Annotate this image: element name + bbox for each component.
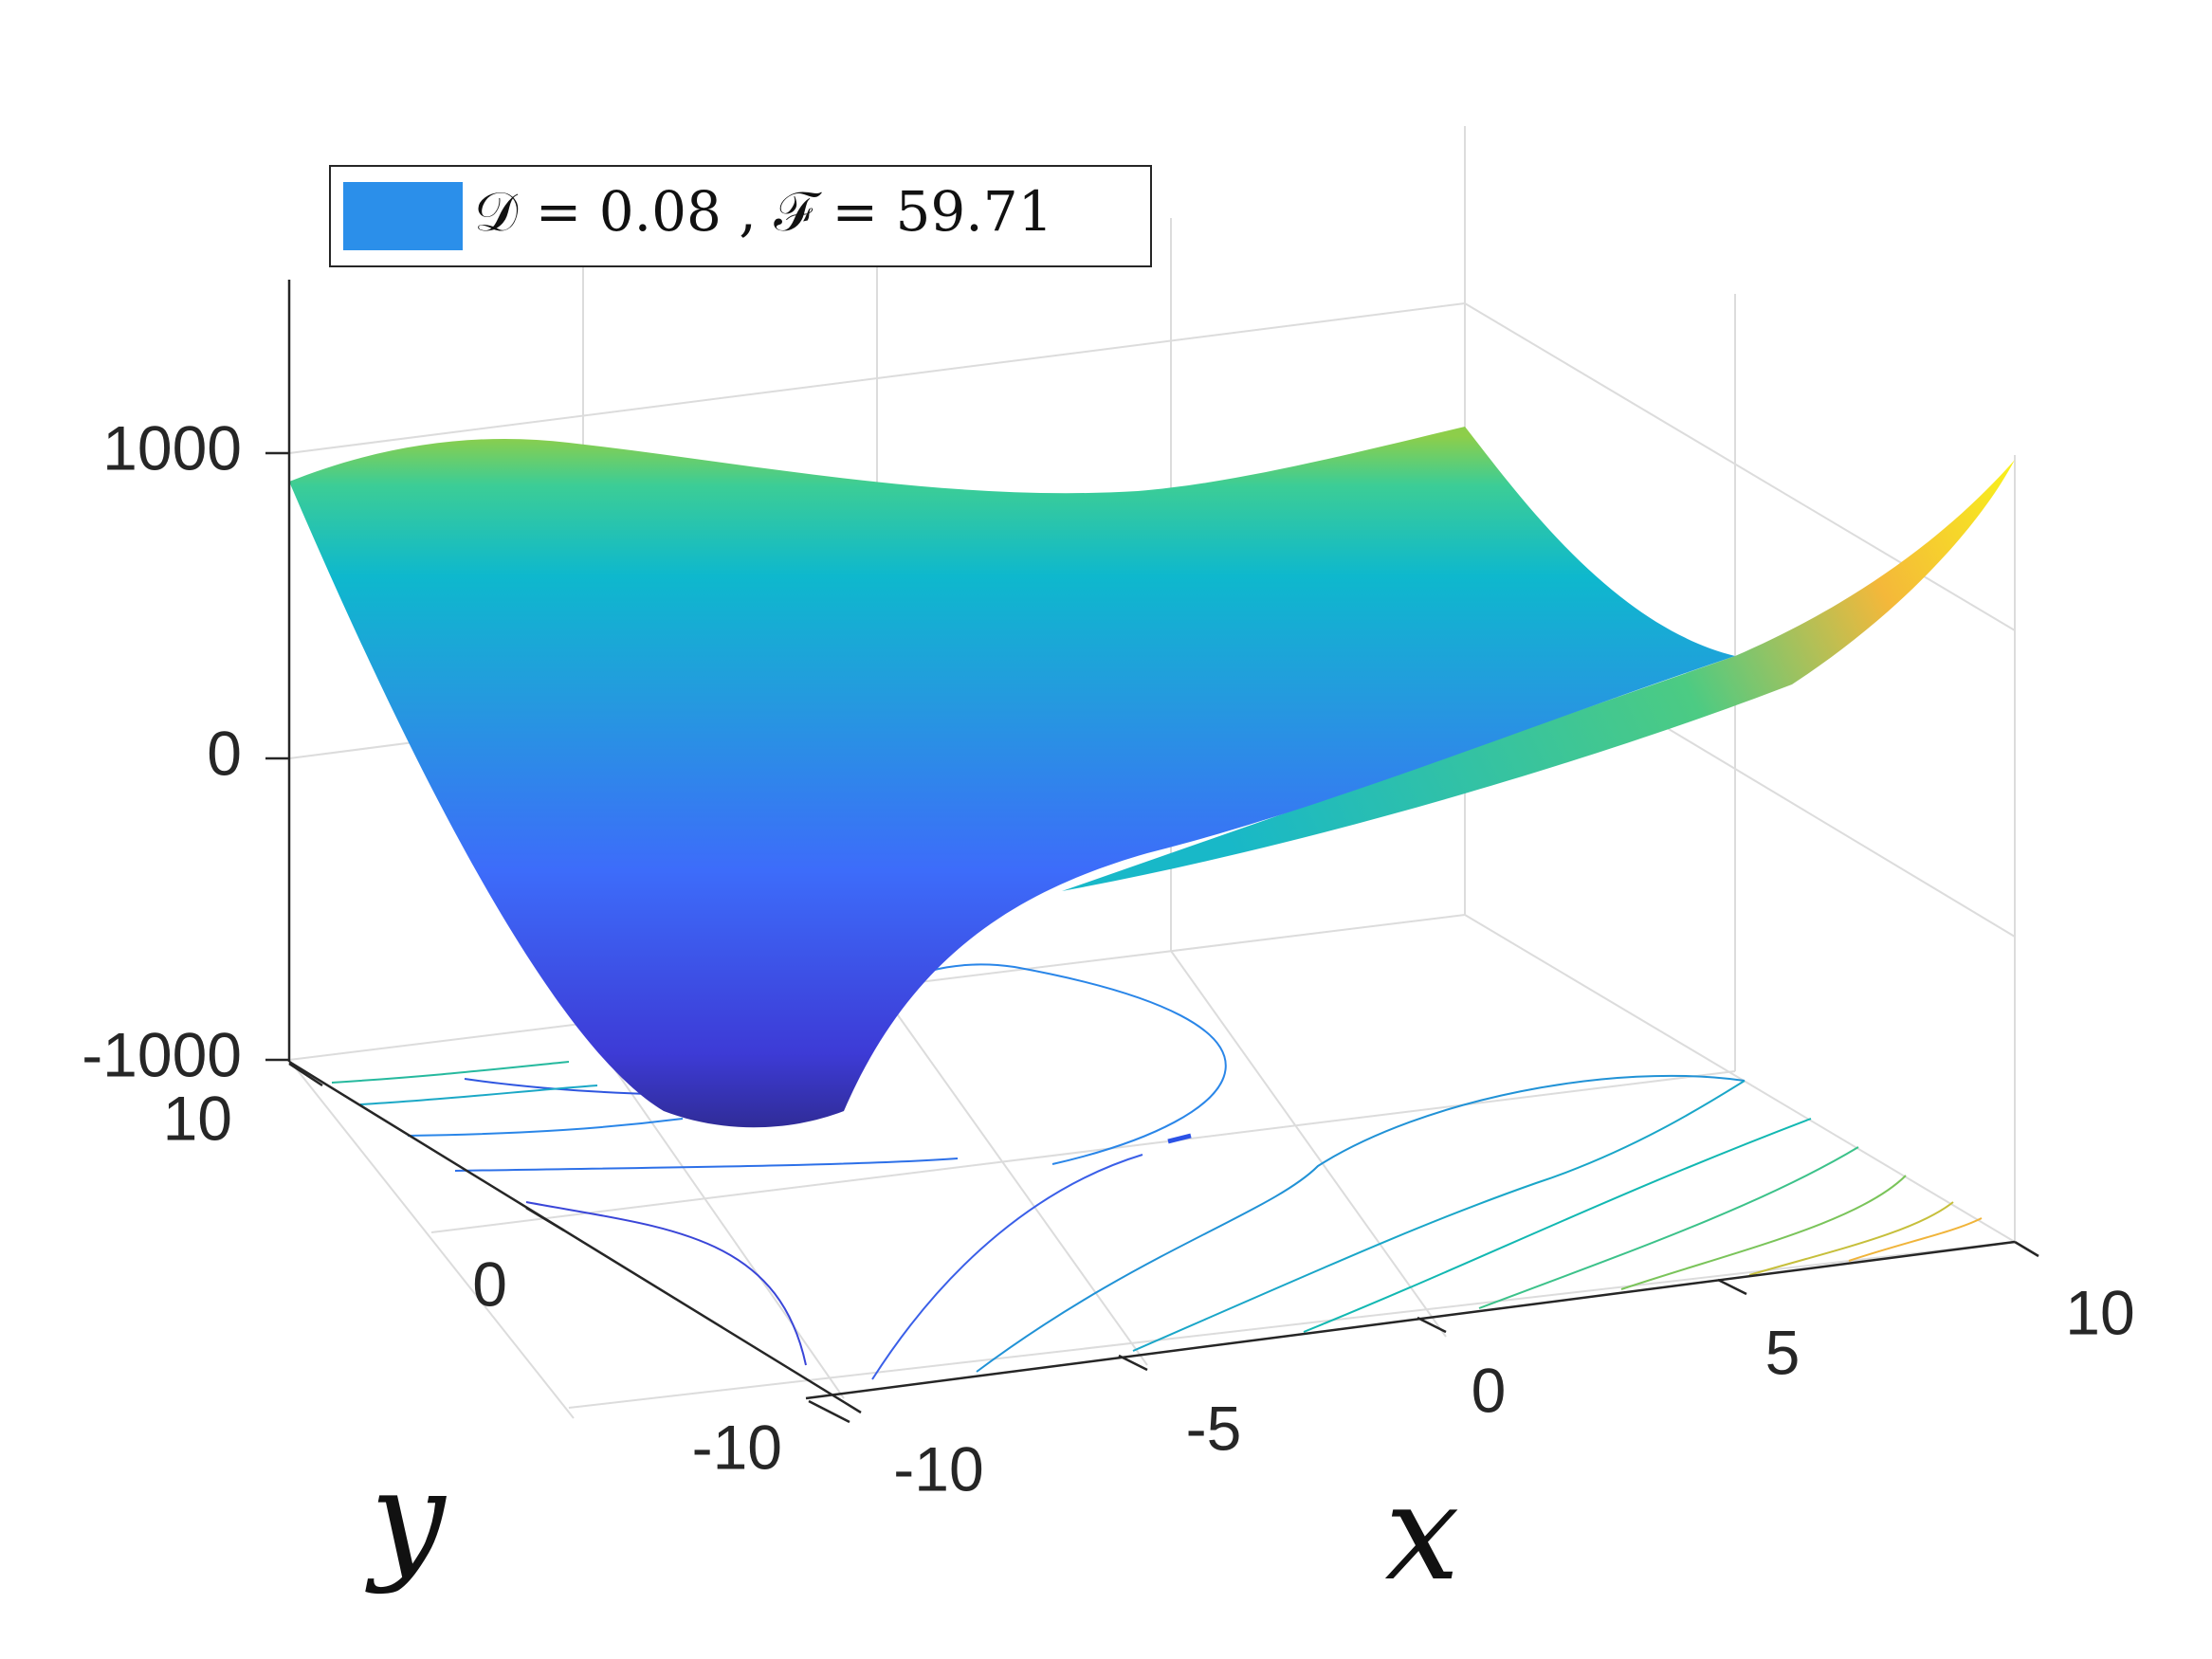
z-tick-label: -1000 bbox=[82, 1019, 242, 1089]
y-tick-labels: 10 0 -10 bbox=[163, 1083, 782, 1482]
z-tick-labels: 1000 0 -1000 bbox=[82, 412, 242, 1089]
y-axis-line bbox=[288, 1060, 862, 1414]
contour-line bbox=[525, 1201, 807, 1366]
x-tick-label: 5 bbox=[1765, 1317, 1801, 1387]
contour-line bbox=[454, 1158, 959, 1172]
contour-line bbox=[1132, 1080, 1746, 1352]
contour-line bbox=[1620, 1175, 1907, 1290]
y-tick-label: 0 bbox=[472, 1249, 507, 1319]
x-tick-labels: -10 -5 0 5 10 bbox=[893, 1277, 2134, 1504]
x-tick-label: -10 bbox=[893, 1433, 983, 1504]
contour-line bbox=[976, 1074, 1746, 1373]
z-tick-label: 1000 bbox=[102, 412, 242, 483]
x-axis-label: x bbox=[1385, 1456, 1460, 1611]
contour-line bbox=[1748, 1201, 1954, 1276]
legend-swatch bbox=[343, 182, 463, 250]
y-tick-label: -10 bbox=[692, 1412, 782, 1482]
axes bbox=[265, 280, 2039, 1424]
contour-line bbox=[407, 1118, 684, 1137]
x-axis-line bbox=[805, 1240, 2016, 1400]
contour-line bbox=[1303, 1118, 1812, 1333]
contour-line bbox=[1848, 1217, 1983, 1262]
legend-box bbox=[329, 165, 1152, 267]
contour-line bbox=[331, 1061, 570, 1084]
x-tick-label: 10 bbox=[2065, 1277, 2134, 1347]
surface bbox=[289, 427, 2015, 1128]
y-axis-label: y bbox=[364, 1442, 447, 1596]
contour-line bbox=[1478, 1146, 1859, 1309]
z-tick-label: 0 bbox=[207, 718, 242, 788]
contour-line bbox=[359, 1085, 598, 1105]
x-tick-label: 0 bbox=[1472, 1355, 1507, 1425]
x-tick-label: -5 bbox=[1186, 1393, 1242, 1463]
contour-line bbox=[1167, 1133, 1192, 1144]
legend-label: 𝒟 = 0.08 , ℱ = 59.71 bbox=[474, 179, 1053, 244]
contour-line bbox=[871, 1154, 1143, 1380]
surface-body bbox=[289, 427, 1735, 1128]
y-tick-label: 10 bbox=[163, 1083, 232, 1153]
legend: 𝒟 = 0.08 , ℱ = 59.71 bbox=[329, 165, 1152, 267]
